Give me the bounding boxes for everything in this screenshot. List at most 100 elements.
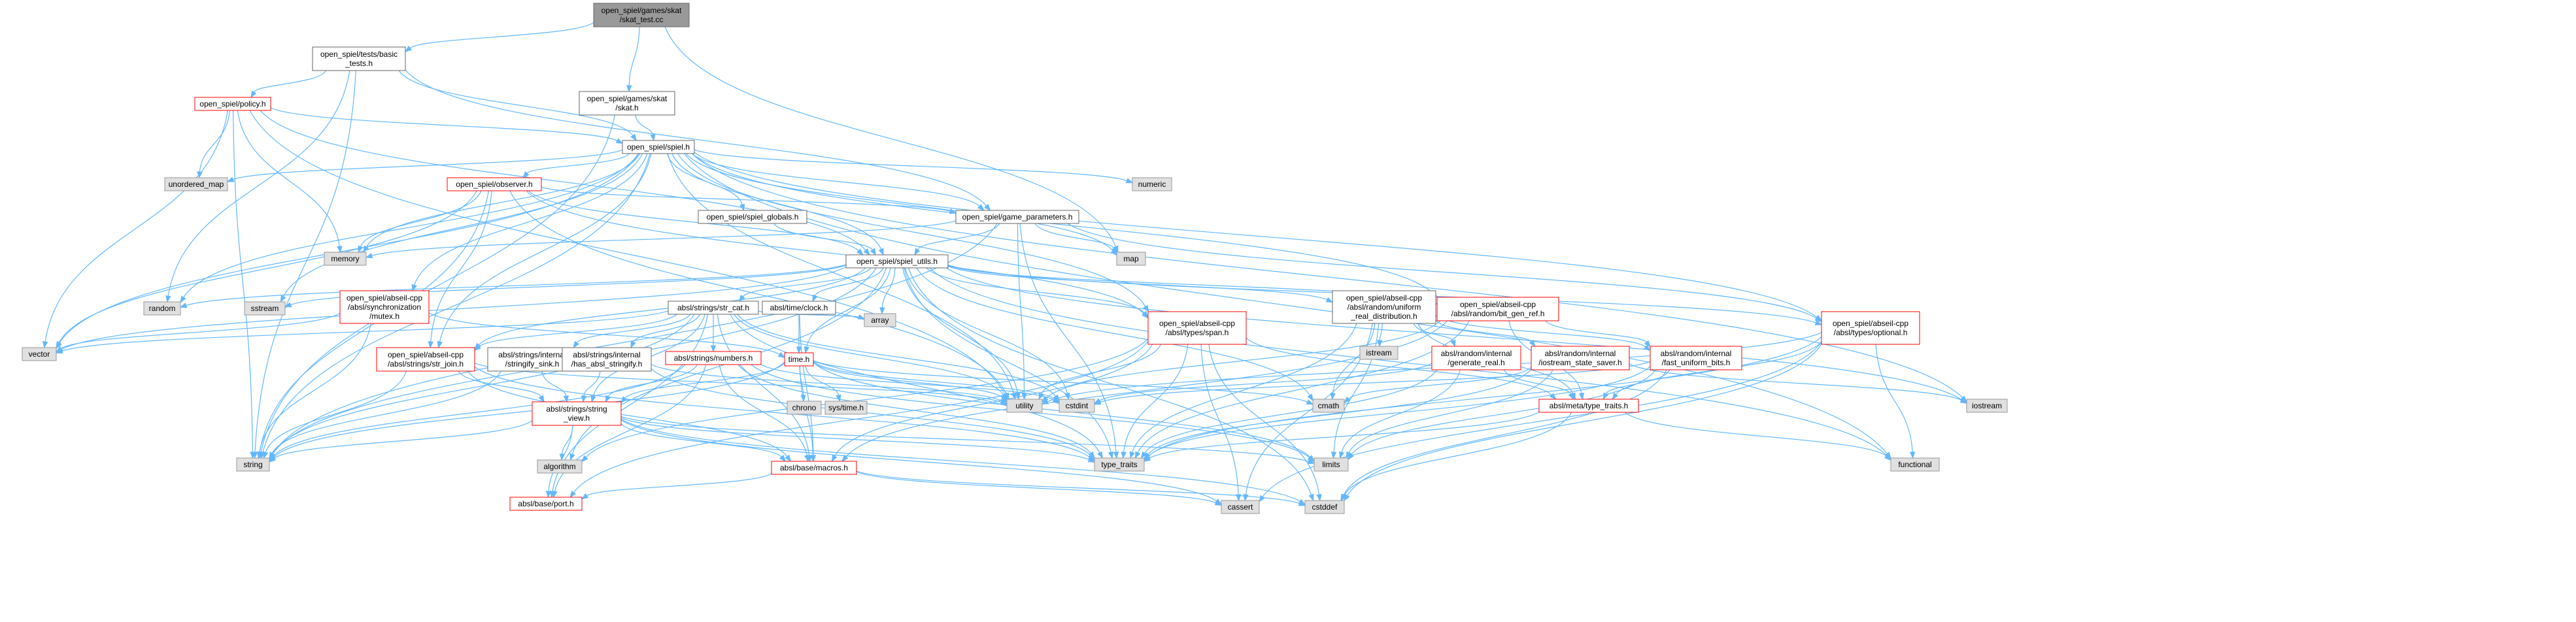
node-box	[194, 97, 271, 111]
node-box	[1147, 311, 1247, 345]
node-box	[787, 401, 822, 415]
edge-span-to-algorithm	[581, 338, 1149, 463]
edge-game_parameters-to-type_traits	[1019, 223, 1119, 459]
node-array: array	[864, 313, 896, 327]
node-skat_h[interactable]: open_spiel/games/skat/skat.h	[579, 91, 675, 116]
node-box	[562, 347, 652, 372]
node-optional[interactable]: open_spiel/abseil-cpp/absl/types/optiona…	[1821, 311, 1920, 345]
node-istream: istream	[1359, 346, 1398, 360]
edge-spiel-to-spiel_globals	[666, 153, 745, 212]
edge-basic_tests-to-random	[165, 70, 350, 303]
node-label: _tests.h	[345, 59, 373, 68]
node-label: /mutex.h	[369, 312, 399, 321]
edge-optional-to-functional	[1875, 344, 1916, 459]
node-mutex[interactable]: open_spiel/abseil-cpp/absl/synchronizati…	[339, 290, 430, 324]
edge-numbers-to-type_traits	[737, 364, 1095, 459]
node-span[interactable]: open_spiel/abseil-cpp/absl/types/span.h	[1147, 311, 1247, 345]
node-str_join[interactable]: open_spiel/abseil-cpp/absl/strings/str_j…	[376, 347, 475, 372]
edge-string_view-to-limits	[620, 416, 1315, 465]
node-stringify_sink[interactable]: absl/strings/internal/stringify_sink.h	[487, 347, 577, 372]
node-fast_uniform_bits[interactable]: absl/random/internal/fast_uniform_bits.h	[1650, 346, 1742, 370]
node-box	[762, 301, 836, 315]
edge-generate_real-to-limits	[1339, 369, 1461, 459]
edge-game_parameters-to-spiel_utils	[914, 223, 1000, 256]
edge-str_join-to-string_view	[458, 370, 545, 403]
node-macros[interactable]: absl/base/macros.h	[771, 461, 857, 475]
edge-str_cat-to-has_absl_stringify	[630, 314, 700, 349]
node-uniform_real[interactable]: open_spiel/abseil-cpp/absl/random/unifor…	[1332, 290, 1436, 324]
node-bit_gen_ref[interactable]: open_spiel/abseil-cpp/absl/random/bit_ge…	[1436, 297, 1559, 321]
edge-spiel_utils-to-time	[804, 267, 891, 354]
node-numbers[interactable]: absl/strings/numbers.h	[665, 351, 762, 365]
node-label: cstdint	[1066, 401, 1089, 410]
node-box	[824, 401, 868, 415]
node-box	[1650, 346, 1742, 370]
node-label: numeric	[1138, 180, 1166, 189]
node-str_cat[interactable]: absl/strings/str_cat.h	[668, 301, 759, 315]
edge-basic_tests-to-game_parameters	[405, 69, 991, 212]
node-label: open_spiel/abseil-cpp	[1460, 300, 1536, 309]
node-type_traits: type_traits	[1094, 457, 1145, 472]
node-label: /generate_real.h	[1448, 358, 1504, 367]
node-spiel_utils[interactable]: open_spiel/spiel_utils.h	[845, 254, 949, 269]
node-time[interactable]: time.h	[784, 352, 814, 367]
edge-macros-to-cstddef	[856, 470, 1306, 506]
node-has_absl_stringify[interactable]: absl/strings/internal/has_absl_stringify…	[562, 347, 652, 372]
edge-str_join-to-macros	[467, 370, 792, 463]
node-label: map	[1123, 254, 1139, 263]
node-box	[509, 497, 583, 511]
edge-spiel-to-iostream	[691, 153, 1967, 402]
edge-uniform_real-to-limits	[1330, 323, 1380, 459]
edge-policy-to-unordered_map	[197, 110, 230, 179]
edge-spiel_globals-to-spiel_utils	[773, 223, 877, 256]
node-iostream: iostream	[1966, 399, 2008, 413]
node-game_parameters[interactable]: open_spiel/game_parameters.h	[955, 210, 1079, 224]
edge-str_cat-to-stringify_sink	[573, 314, 691, 349]
edge-uniform_real-to-generate_real	[1413, 323, 1456, 348]
edge-policy-to-vector	[42, 110, 228, 349]
node-label: /absl/synchronization	[348, 303, 421, 312]
node-label: open_spiel/policy.h	[199, 99, 265, 108]
node-iostream_state_saver[interactable]: absl/random/internal/iostream_state_save…	[1531, 346, 1630, 370]
edge-policy-to-memory	[237, 110, 343, 254]
node-type_traits_absl[interactable]: absl/meta/type_traits.h	[1538, 399, 1639, 413]
edges-layer	[42, 22, 1968, 506]
edge-str_join-to-string	[263, 370, 407, 459]
edge-spiel-to-span	[677, 153, 1149, 313]
node-label: /absl/types/span.h	[1166, 328, 1229, 337]
node-label: chrono	[792, 403, 817, 412]
edge-spiel-to-memory	[363, 153, 641, 254]
node-label: sstream	[251, 304, 279, 313]
node-clock[interactable]: absl/time/clock.h	[762, 301, 836, 315]
edge-spiel_utils-to-sstream	[284, 265, 847, 308]
node-label: memory	[331, 254, 359, 263]
node-skat_test[interactable]: open_spiel/games/skat/skat_test.cc	[593, 3, 690, 27]
node-box	[537, 459, 583, 474]
edge-span-to-port	[569, 340, 1149, 499]
edge-string_view-to-string	[268, 420, 533, 463]
node-port[interactable]: absl/base/port.h	[509, 497, 583, 511]
node-box	[1132, 177, 1172, 191]
node-generate_real[interactable]: absl/random/internal/generate_real.h	[1431, 346, 1521, 370]
node-map: map	[1116, 252, 1146, 266]
node-observer[interactable]: open_spiel/observer.h	[447, 177, 542, 191]
node-label: /stringify_sink.h	[505, 359, 560, 368]
node-box	[1966, 399, 2008, 413]
node-spiel[interactable]: open_spiel/spiel.h	[622, 140, 695, 154]
edge-mutex-to-time	[428, 312, 786, 358]
node-box	[622, 140, 695, 154]
edge-spiel_utils-to-cstddef	[907, 267, 1314, 502]
node-policy[interactable]: open_spiel/policy.h	[194, 97, 271, 111]
node-basic_tests[interactable]: open_spiel/tests/basic_tests.h	[312, 46, 406, 71]
node-label: absl/meta/type_traits.h	[1550, 401, 1629, 410]
edge-spiel_utils-to-cstdint	[904, 267, 1070, 401]
node-string_view[interactable]: absl/strings/string_view.h	[532, 401, 622, 426]
node-label: /absl/random/uniform	[1347, 303, 1421, 312]
edge-fast_uniform_bits-to-limits	[1347, 369, 1656, 461]
edge-macros-to-cassert	[856, 471, 1223, 506]
node-spiel_globals[interactable]: open_spiel/spiel_globals.h	[698, 210, 807, 224]
node-box	[236, 457, 270, 472]
edge-spiel-to-map	[685, 153, 1117, 256]
node-box	[1304, 500, 1345, 514]
edge-observer-to-game_parameters	[541, 186, 957, 214]
